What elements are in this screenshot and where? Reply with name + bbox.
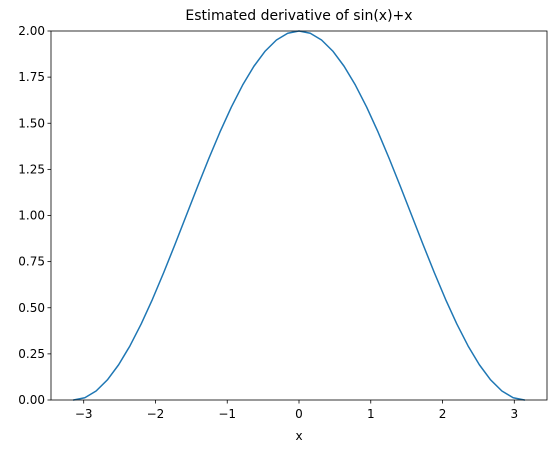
- y-tick-label: 1.50: [18, 116, 45, 130]
- y-tick-label: 1.00: [18, 209, 45, 223]
- x-tick-label: 0: [295, 407, 303, 421]
- y-tick-label: 1.25: [18, 162, 45, 176]
- x-tick-label: −2: [147, 407, 165, 421]
- x-tick-label: 1: [367, 407, 375, 421]
- y-axis: 0.00 0.25 0.50 0.75 1.00 1.25 1.50 1.75 2.00: [18, 24, 51, 407]
- x-axis: −3 −2 −1 0 1 2 3: [75, 400, 518, 421]
- y-tick-label: 1.75: [18, 70, 45, 84]
- x-axis-label: x: [295, 429, 302, 443]
- series-line-0: [72, 30, 526, 401]
- chart-title: Estimated derivative of sin(x)+x: [185, 8, 412, 24]
- y-tick-label: 2.00: [18, 24, 45, 38]
- y-tick-label: 0.00: [18, 393, 45, 407]
- plot-frame: [50, 30, 548, 401]
- y-tick-label: 0.25: [18, 347, 45, 361]
- y-tick-label: 0.50: [18, 301, 45, 315]
- x-tick-label: −3: [75, 407, 93, 421]
- y-tick-label: 0.75: [18, 255, 45, 269]
- plot-area: [50, 30, 548, 401]
- x-tick-label: 2: [439, 407, 447, 421]
- x-tick-label: 3: [510, 407, 518, 421]
- x-tick-label: −1: [218, 407, 236, 421]
